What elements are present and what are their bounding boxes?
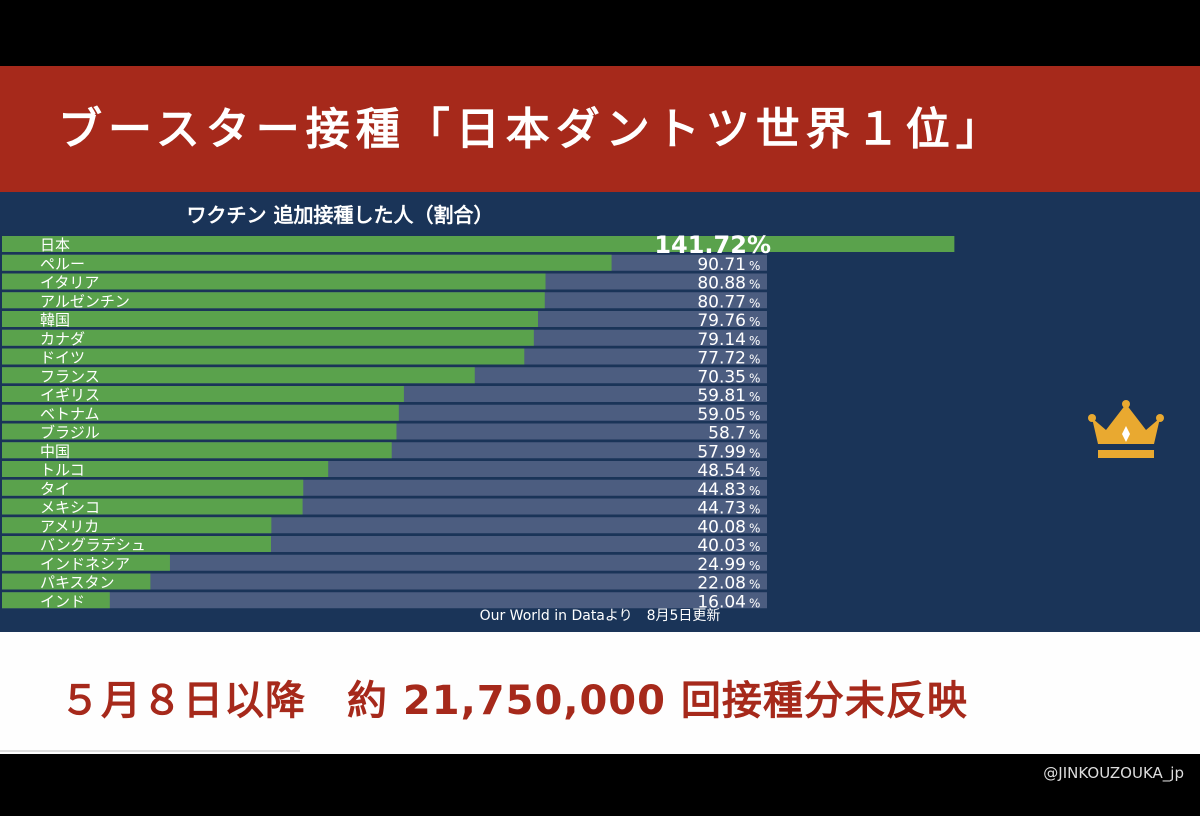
category-label: インド [40, 592, 85, 610]
category-label: タイ [40, 480, 70, 498]
value-label: 24.99 [697, 555, 746, 575]
percent-sign: % [749, 503, 760, 517]
bar [2, 386, 404, 402]
title-banner: ブースター接種「日本ダントツ世界１位」 [0, 66, 1200, 192]
bar [2, 367, 475, 384]
category-label: パキスタン [40, 574, 115, 592]
value-label: 40.03 [697, 536, 746, 556]
value-label: 44.83 [697, 480, 746, 500]
percent-sign: % [749, 296, 760, 310]
bar [2, 273, 546, 290]
bar [2, 423, 397, 440]
percent-sign: % [749, 521, 760, 535]
value-label: 44.73 [697, 499, 746, 519]
chart-panel: ワクチン 追加接種した人（割合） 日本 141.72% ペルー 90.71% イタリア 8… [0, 192, 1200, 632]
percent-sign: % [749, 465, 760, 479]
value-label: 80.88 [697, 274, 746, 294]
category-label: フランス [40, 367, 100, 385]
percent-sign: % [749, 540, 760, 554]
value-label: 79.14 [697, 330, 746, 350]
footer-banner: ５月８日以降 約 21,750,000 回接種分未反映 [0, 632, 1200, 754]
value-label: 70.35 [697, 367, 746, 387]
percent-sign: % [749, 484, 760, 498]
bar [2, 554, 170, 571]
value-label: 77.72 [697, 349, 746, 369]
bar [2, 517, 272, 534]
category-label: 中国 [40, 442, 70, 460]
value-label: 16.04 [697, 592, 746, 612]
percent-sign: % [749, 446, 760, 460]
value-label: 48.54 [697, 461, 746, 481]
bar [2, 536, 272, 552]
category-label: ペルー [40, 255, 85, 273]
percent-sign: % [749, 278, 760, 292]
category-label: バングラデシュ [40, 536, 146, 554]
value-label: 59.81 [697, 386, 746, 406]
bar-track [2, 554, 767, 571]
percent-sign: % [749, 559, 760, 573]
value-label: 79.76 [697, 311, 746, 331]
percent-sign: % [749, 334, 760, 348]
bar [2, 292, 545, 309]
bar [2, 348, 525, 365]
category-label: インドネシア [40, 555, 130, 573]
category-label: イギリス [40, 386, 100, 404]
bar [2, 236, 955, 252]
watermark: @JINKOUZOUKA_jp [1043, 764, 1184, 782]
percent-sign: % [749, 353, 760, 367]
value-label: 22.08 [697, 574, 746, 594]
value-label: 141.72% [654, 231, 771, 259]
category-label: ドイツ [40, 349, 85, 367]
chart-title: ワクチン 追加接種した人（割合） [187, 203, 494, 227]
bar-chart: ワクチン 追加接種した人（割合） 日本 141.72% ペルー 90.71 % イタリア 8… [2, 203, 1164, 624]
category-label: ベトナム [40, 405, 100, 423]
footer-note: ５月８日以降 約 21,750,000 回接種分未反映 [60, 678, 968, 724]
bar [2, 442, 392, 459]
category-label: 韓国 [40, 311, 70, 329]
percent-sign: % [749, 315, 760, 329]
category-label: カナダ [40, 330, 85, 348]
percent-sign: % [749, 409, 760, 423]
bar [2, 311, 538, 327]
value-label: 90.71 [697, 255, 746, 275]
percent-sign: % [749, 390, 760, 404]
page-title: ブースター接種「日本ダントツ世界１位」 [58, 104, 1006, 155]
bar [2, 592, 110, 609]
category-label: アメリカ [40, 517, 99, 535]
bar [2, 404, 399, 421]
category-label: トルコ [40, 461, 85, 479]
percent-sign: % [749, 428, 760, 442]
category-label: メキシコ [40, 499, 100, 517]
bar-track [2, 573, 767, 590]
percent-sign: % [749, 371, 760, 385]
bar [2, 573, 151, 590]
category-label: アルゼンチン [40, 292, 130, 310]
category-label: 日本 [40, 236, 70, 254]
value-label: 80.77 [697, 292, 746, 312]
chart-source: Our World in Dataより 8月5日更新 [480, 608, 721, 624]
value-label: 59.05 [697, 405, 746, 425]
percent-sign: % [749, 578, 760, 592]
crown-icon [1088, 400, 1164, 458]
bar [2, 479, 304, 496]
bar [2, 498, 303, 515]
percent-sign: % [749, 596, 760, 610]
bars-group: 日本 141.72% ペルー 90.71 % イタリア 80.88 % アルゼンチン 80.77%… [2, 231, 955, 612]
bar [2, 461, 329, 477]
value-label: 40.08 [697, 517, 746, 537]
category-label: ブラジル [40, 424, 100, 442]
bar [2, 329, 534, 346]
value-label: 57.99 [697, 442, 746, 462]
bar [2, 254, 612, 271]
footer-divider [0, 750, 300, 752]
value-label: 58.7 [708, 424, 746, 444]
category-label: イタリア [40, 274, 99, 292]
bar-track [2, 592, 767, 609]
percent-sign: % [749, 259, 760, 273]
